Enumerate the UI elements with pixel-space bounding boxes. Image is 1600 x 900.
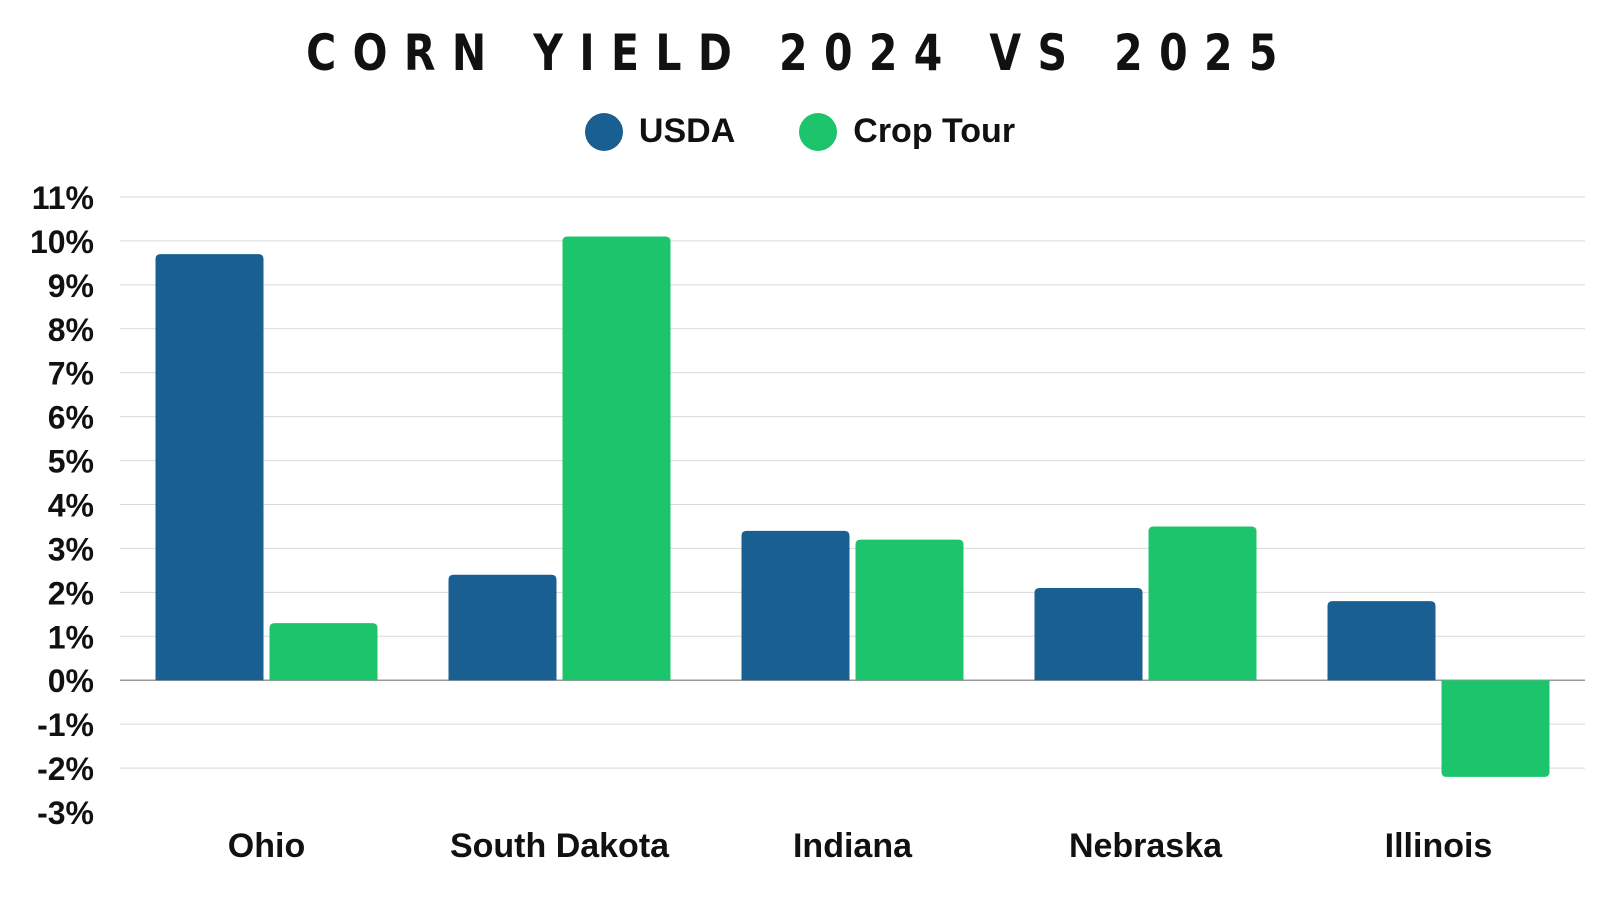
bar-illinois-crop-tour[interactable] [1441, 680, 1550, 777]
legend-label-usda: USDA [638, 112, 736, 150]
y-tick-label: 4% [48, 488, 94, 524]
legend-swatch-crop-tour [799, 112, 838, 151]
x-tick-label: Ohio [228, 827, 305, 865]
y-tick-label: 11% [32, 180, 94, 216]
bar-indiana-crop-tour[interactable] [855, 539, 964, 681]
y-tick-label: 10% [30, 224, 94, 260]
legend-label-crop-tour: Crop Tour [853, 112, 1016, 150]
y-tick-label: 9% [48, 268, 94, 304]
x-tick-label: Nebraska [1069, 827, 1223, 865]
legend-item-usda[interactable]: USDA [584, 112, 736, 151]
y-tick-label: -1% [37, 707, 94, 743]
gridlines [120, 196, 1585, 769]
bar-south-dakota-crop-tour[interactable] [562, 236, 671, 681]
bars [155, 236, 1550, 777]
legend-swatch-usda [584, 112, 623, 151]
legend-item-crop-tour[interactable]: Crop Tour [799, 112, 1015, 151]
y-tick-label: -2% [37, 751, 94, 787]
bar-nebraska-crop-tour[interactable] [1148, 526, 1257, 681]
bar-nebraska-usda[interactable] [1034, 587, 1143, 681]
y-axis: 11% 10% 9% 8% 7% 6% 5% 4% 3% 2% 1% 0% -1% -2% -3% [30, 180, 94, 831]
y-tick-label: 5% [48, 444, 94, 480]
legend: USDA Crop Tour [0, 112, 1600, 151]
y-tick-label: 2% [48, 575, 94, 611]
x-tick-label: Illinois [1385, 827, 1493, 865]
bar-indiana-usda[interactable] [741, 530, 850, 681]
y-tick-label: 3% [48, 531, 94, 567]
x-axis: Ohio South Dakota Indiana Nebraska Illinois [228, 827, 1493, 865]
bar-south-dakota-usda[interactable] [448, 574, 557, 681]
bar-ohio-crop-tour[interactable] [269, 623, 378, 681]
y-tick-label: 6% [48, 400, 94, 436]
y-tick-label: -3% [37, 795, 94, 831]
y-tick-label: 1% [48, 619, 94, 655]
y-tick-label: 0% [48, 663, 94, 699]
y-tick-label: 8% [48, 312, 94, 348]
chart-title: CORN YIELD 2024 VS 2025 [306, 24, 1294, 82]
bar-ohio-usda[interactable] [155, 254, 264, 681]
x-tick-label: South Dakota [450, 827, 670, 865]
x-tick-label: Indiana [793, 827, 913, 865]
bar-illinois-usda[interactable] [1327, 601, 1436, 681]
y-tick-label: 7% [48, 356, 94, 392]
